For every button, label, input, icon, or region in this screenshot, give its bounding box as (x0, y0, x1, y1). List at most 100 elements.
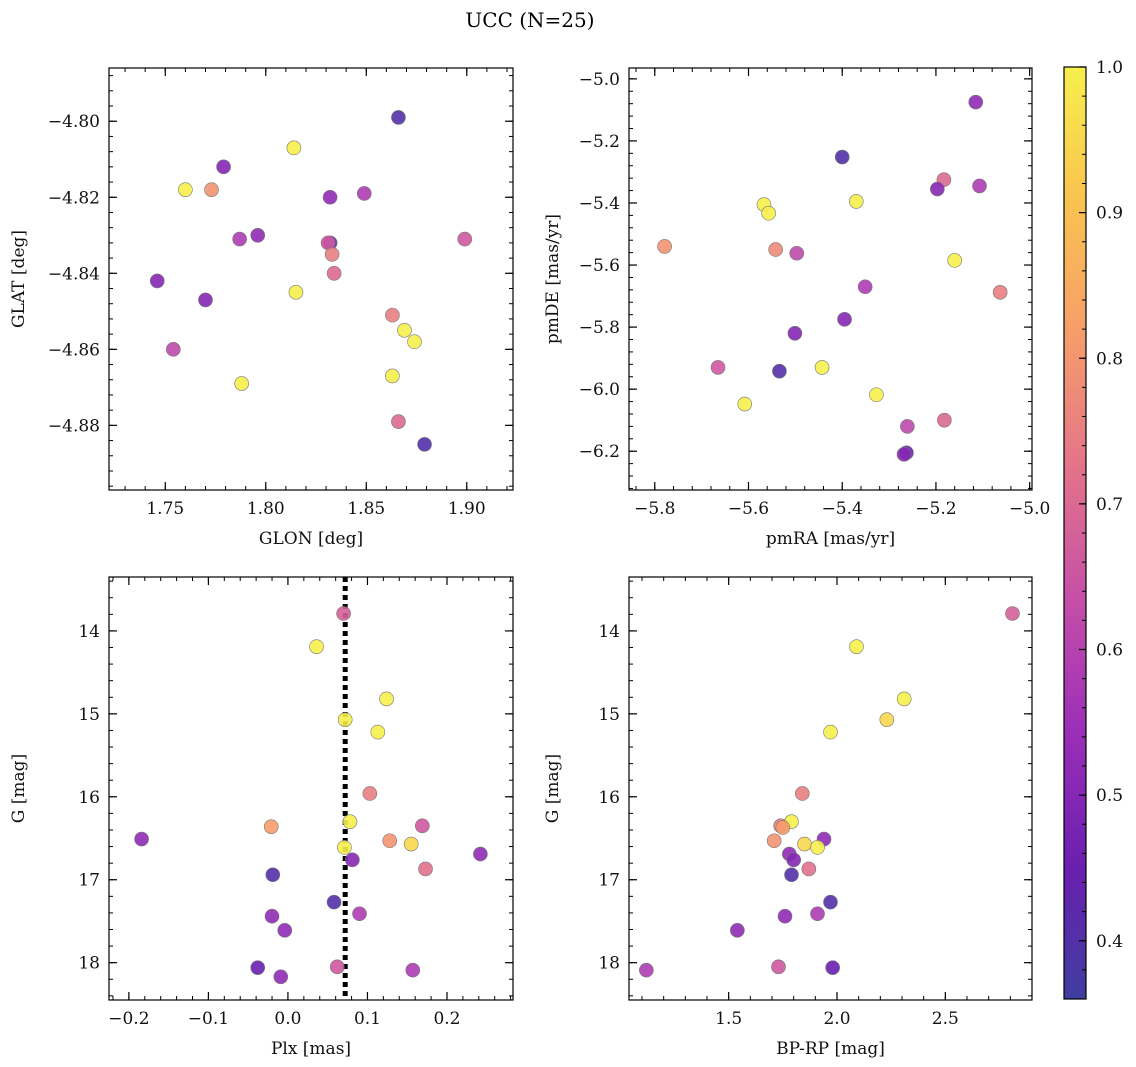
scatter-point (326, 894, 342, 910)
scatter-point (264, 908, 280, 924)
scatter-point (787, 326, 803, 341)
scatter-point (352, 906, 367, 922)
figure-title: UCC (N=25) (465, 8, 594, 32)
scatter-point (417, 437, 432, 452)
y-tick-label: −5.4 (579, 194, 620, 214)
y-tick-label: 14 (78, 622, 100, 642)
scatter-point (204, 182, 219, 197)
scatter-point (403, 836, 419, 852)
y-tick-label: 16 (78, 788, 100, 808)
scatter-point (149, 273, 165, 289)
scatter-point (265, 867, 281, 883)
axes-frame (628, 576, 1033, 1001)
scatter-point (324, 246, 340, 262)
x-tick-label: 0.1 (354, 1009, 381, 1029)
scatter-point (730, 923, 745, 938)
x-tick-label: 0.2 (433, 1009, 460, 1029)
scatter-point (370, 724, 386, 740)
scatter-point (857, 279, 873, 295)
scatter-point (473, 846, 488, 862)
y-tick-label: 15 (78, 705, 100, 725)
scatter-point (397, 323, 412, 338)
y-tick-label: −4.86 (48, 340, 100, 360)
x-tick-label: 0.0 (274, 1009, 301, 1029)
scatter-point (879, 712, 895, 727)
scatter-point (761, 205, 776, 221)
colorbar-tick-label: 0.4 (1096, 932, 1123, 952)
scatter-point (786, 852, 801, 868)
x-tick-label: 1.5 (715, 1009, 742, 1029)
scatter-point (391, 414, 406, 429)
axes-frame (628, 67, 1033, 491)
y-axis-label: GLAT [deg] (9, 230, 29, 328)
axes-frame (108, 67, 514, 491)
scatter-point (937, 412, 952, 428)
scatter-point (337, 712, 353, 727)
scatter-point (342, 814, 358, 829)
colorbar-tick-label: 0.7 (1096, 495, 1123, 515)
scatter-point (385, 307, 400, 323)
scatter-point (322, 189, 338, 205)
scatter-point (286, 140, 302, 156)
scatter-point (896, 691, 912, 707)
y-axis-label: pmDE [mas/yr] (543, 214, 563, 344)
scatter-point (789, 245, 805, 261)
scatter-point (810, 906, 825, 922)
scatter-point (834, 149, 850, 165)
panels: 1.75 1.80 1.85 1.90 −4.80 −4.82 −4.84 −4.86 −4.8… (9, 67, 1050, 1059)
scatter-point (869, 387, 884, 403)
scatter-point (775, 820, 791, 835)
x-tick-label: −5.6 (728, 499, 769, 519)
scatter-point (900, 419, 915, 434)
scatter-point (407, 334, 422, 350)
x-axis-label: GLON [deg] (259, 529, 363, 549)
y-tick-label: 17 (598, 871, 620, 891)
scatter-point (810, 840, 825, 855)
colorbar-ticks: 0.4 0.5 0.6 0.7 0.8 0.9 1.0 (1079, 58, 1123, 971)
panel-pmra-pmde: −5.8 −5.6 −5.4 −5.2 −5.0 −5.0 −5.2 −5.4 −5.6 −5.8… (543, 67, 1050, 549)
y-tick-label: 16 (598, 788, 620, 808)
x-tick-label: −0.1 (188, 1009, 229, 1029)
scatter-point (766, 833, 782, 849)
y-tick-label: 14 (598, 622, 620, 642)
scatter-point (326, 265, 342, 281)
scatter-point (273, 969, 289, 985)
scatter-point (771, 959, 786, 975)
scatter-point (250, 227, 266, 243)
y-tick-label: −6.0 (579, 380, 620, 400)
scatter-point (382, 833, 398, 849)
colorbar-tick-label: 0.5 (1096, 786, 1123, 806)
panel-glon-glat: 1.75 1.80 1.85 1.90 −4.80 −4.82 −4.84 −4.86 −4.8… (9, 67, 514, 549)
x-tick-label: −0.2 (108, 1009, 149, 1029)
scatter-point (947, 253, 962, 268)
y-tick-label: −5.2 (579, 132, 620, 152)
scatter-point (797, 836, 812, 852)
colorbar-tick-label: 0.6 (1096, 641, 1123, 661)
scatter-point (848, 194, 864, 209)
scatter-point (336, 606, 351, 621)
y-tick-label: −4.80 (48, 112, 100, 132)
colorbar-tick-label: 0.8 (1096, 349, 1123, 369)
scatter-point (968, 94, 984, 110)
x-axis-label: pmRA [mas/yr] (766, 529, 895, 549)
y-tick-label: −5.0 (579, 70, 620, 90)
scatter-point (418, 861, 433, 877)
scatter-point (777, 908, 793, 924)
scatter-point (277, 923, 293, 938)
scatter-point (784, 867, 799, 883)
scatter-point (263, 819, 279, 834)
y-tick-label: −5.6 (579, 256, 620, 276)
scatter-point (250, 960, 266, 975)
scatter-point (166, 342, 181, 357)
scatter-point (309, 639, 324, 654)
scatter-point (849, 639, 864, 654)
x-tick-label: 1.85 (347, 499, 385, 519)
scatter-point (457, 231, 473, 247)
x-tick-label: 1.75 (146, 499, 184, 519)
colorbar-tick-label: 0.9 (1096, 204, 1123, 224)
scatter-point (823, 724, 838, 740)
scatter-point (930, 181, 945, 197)
scatter-point (801, 861, 817, 877)
y-tick-label: −4.84 (48, 264, 100, 284)
